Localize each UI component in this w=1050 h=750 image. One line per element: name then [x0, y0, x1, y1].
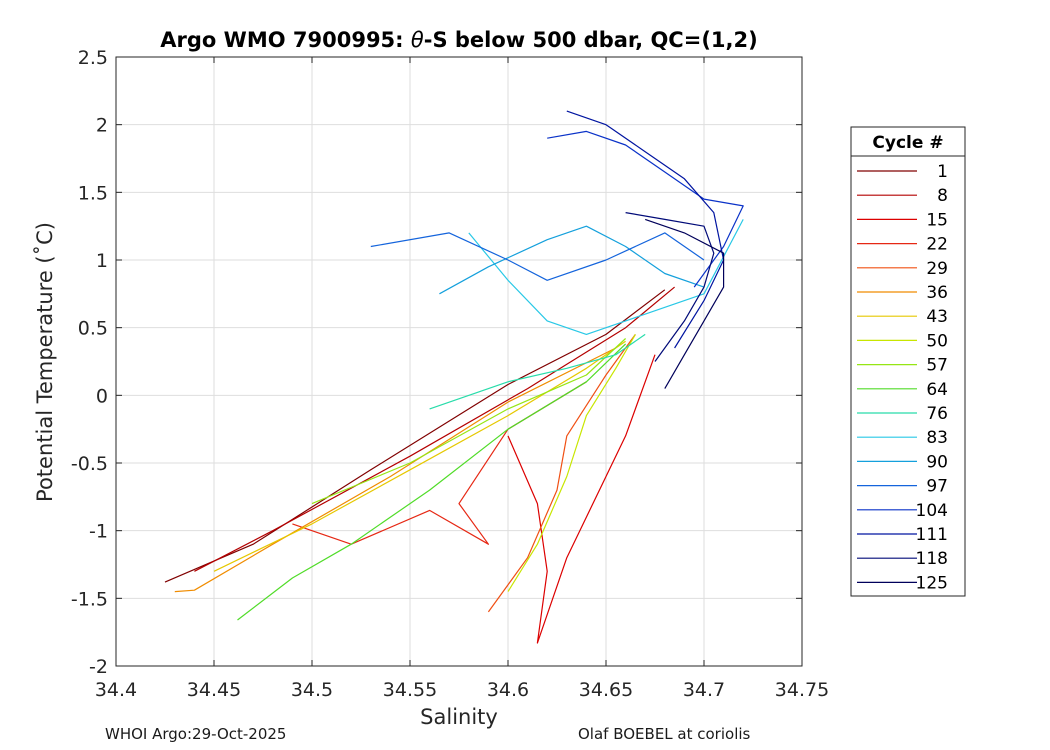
axes-box [115, 56, 803, 667]
y-tick-label: 0.5 [78, 318, 108, 340]
legend-box [850, 126, 966, 597]
x-tick-label: 34.4 [95, 679, 137, 701]
legend-title: Cycle # [872, 133, 943, 153]
x-tick-label: 34.75 [775, 679, 829, 701]
y-tick-label: -1 [89, 521, 108, 543]
y-tick-label: 0 [96, 385, 108, 407]
series-line-cycle-43 [213, 340, 626, 572]
y-tick-label: -2 [89, 656, 108, 678]
y-tick-label: 2.5 [78, 47, 108, 69]
x-tick-label: 34.55 [383, 679, 437, 701]
series-line-cycle-29 [487, 334, 636, 613]
x-tick-label: 34.45 [187, 679, 241, 701]
series-line-cycle-36 [174, 347, 617, 593]
series-line-cycle-1 [164, 289, 666, 583]
legend-label-cycle-76: 76 [926, 404, 948, 424]
legend-label-cycle-111: 111 [916, 525, 948, 545]
series-line-cycle-76 [429, 333, 646, 410]
x-tick-label: 34.6 [487, 679, 529, 701]
legend-label-cycle-97: 97 [926, 477, 948, 497]
x-tick-label: 34.5 [291, 679, 333, 701]
legend-label-cycle-8: 8 [937, 186, 948, 206]
series-line-cycle-111 [566, 110, 725, 349]
plot-area [164, 110, 744, 644]
legend-label-cycle-90: 90 [926, 452, 948, 472]
series-line-cycle-50 [507, 334, 636, 592]
series-line-cycle-118 [625, 212, 715, 362]
series-line-cycle-15 [507, 354, 656, 644]
legend-label-cycle-50: 50 [926, 331, 948, 351]
legend-label-cycle-22: 22 [926, 235, 948, 255]
series-line-cycle-8 [194, 286, 675, 572]
legend-label-cycle-43: 43 [926, 307, 948, 327]
y-tick-label: 1.5 [78, 182, 108, 204]
legend-label-cycle-57: 57 [926, 356, 948, 376]
x-tick-label: 34.7 [683, 679, 725, 701]
legend-label-cycle-36: 36 [926, 283, 948, 303]
legend-label-cycle-64: 64 [926, 380, 948, 400]
series-line-cycle-104 [547, 130, 744, 288]
y-tick-label: 2 [96, 115, 108, 137]
x-tick-label: 34.65 [579, 679, 633, 701]
legend-label-cycle-83: 83 [926, 428, 948, 448]
legend-label-cycle-104: 104 [916, 501, 948, 521]
footer-credit: Olaf BOEBEL at coriolis [578, 725, 751, 743]
footer-source: WHOI Argo:29-Oct-2025 [105, 725, 287, 743]
series-line-cycle-57 [311, 338, 627, 505]
series-line-cycle-125 [645, 218, 725, 389]
series-line-cycle-83 [468, 219, 744, 335]
y-tick-label: -0.5 [71, 453, 108, 475]
legend: Cycle # 1 8 15 22 29 36 43 50 57 64 76 83 90 97 104 111… [850, 126, 966, 597]
legend-label-cycle-29: 29 [926, 259, 948, 279]
series-line-cycle-64 [237, 343, 627, 621]
y-axis-label: Potential Temperature (˚C) [33, 222, 57, 502]
y-tick-label: -1.5 [71, 588, 108, 610]
x-axis-label: Salinity [420, 705, 498, 729]
legend-label-cycle-15: 15 [926, 210, 948, 230]
y-tick-label: 1 [96, 250, 108, 272]
legend-label-cycle-118: 118 [916, 549, 948, 569]
series-line-cycle-97 [370, 232, 705, 281]
legend-label-cycle-125: 125 [916, 573, 948, 593]
legend-entries: 1 8 15 22 29 36 43 50 57 64 76 83 90 97 104 111 118 125 [857, 162, 948, 593]
legend-label-cycle-1: 1 [937, 162, 948, 182]
chart-title: Argo WMO 7900995: θ-S below 500 dbar, QC… [160, 28, 757, 52]
axis-ticks: 34.4 34.45 34.5 34.55 34.6 34.65 34.7 34.75 -2 -1… [71, 47, 829, 701]
series-line-cycle-90 [439, 225, 705, 295]
data-series [164, 110, 744, 644]
